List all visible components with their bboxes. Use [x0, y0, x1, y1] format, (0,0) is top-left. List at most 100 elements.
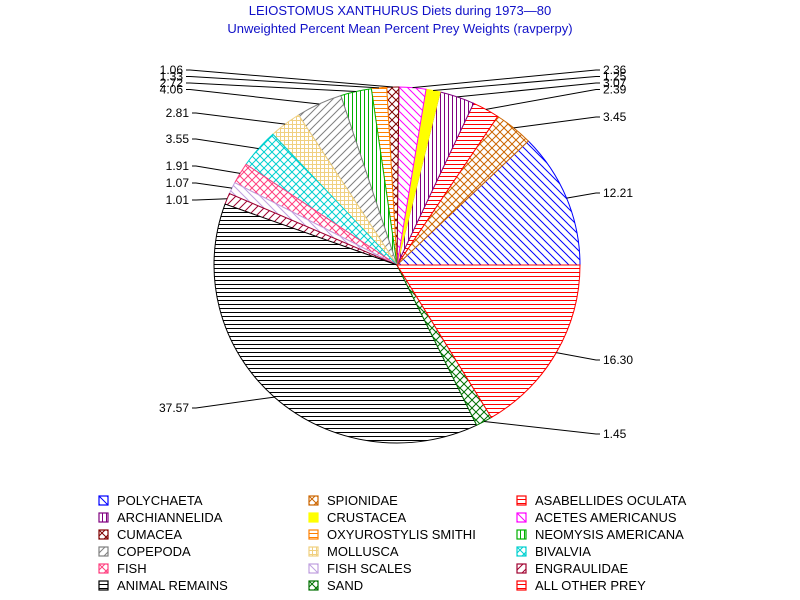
legend-item-asabellides-oculata: ASABELLIDES OCULATA: [516, 492, 686, 509]
slice-label-mollusca: 2.81: [166, 106, 190, 120]
label-leader-bivalvia: [192, 138, 259, 150]
label-leader-spionidae: [513, 116, 600, 129]
legend-swatch-mollusca: [308, 546, 319, 557]
slice-label-cumacea: 1.06: [160, 63, 184, 77]
pie-slices: [213, 86, 581, 444]
legend-item-acetes-americanus: ACETES AMERICANUS: [516, 509, 677, 526]
legend-item-fish-scales: FISH SCALES: [308, 560, 412, 577]
label-leader-engraulidae: [192, 198, 228, 201]
legend-label: NEOMYSIS AMERICANA: [535, 527, 684, 542]
slice-label-sand: 1.45: [603, 427, 627, 441]
legend-swatch-fish-scales: [308, 563, 319, 574]
slice-label-spionidae: 3.45: [603, 110, 627, 124]
legend-label: CUMACEA: [117, 527, 183, 542]
label-leader-fish-scales: [192, 182, 233, 189]
legend-swatch-bivalvia: [516, 546, 527, 557]
legend-label: ANIMAL REMAINS: [117, 578, 228, 593]
slice-label-bivalvia: 3.55: [166, 132, 190, 146]
legend-item-oxyurostylis-smithi: OXYUROSTYLIS SMITHI: [308, 526, 476, 543]
slice-label-acetes-americanus: 2.36: [603, 63, 627, 77]
legend-item-neomysis-americana: NEOMYSIS AMERICANA: [516, 526, 684, 543]
legend-item-animal-remains: ANIMAL REMAINS: [98, 577, 228, 594]
label-leader-animal-remains: [192, 396, 275, 409]
label-leader-oxyurostylis-smithi: [186, 76, 380, 89]
legend-item-copepoda: COPEPODA: [98, 543, 191, 560]
pie-slice-polychaeta: [395, 140, 581, 266]
legend-swatch-engraulidae: [516, 563, 527, 574]
label-leaders: [186, 69, 600, 435]
legend-swatch-all-other-prey: [516, 580, 527, 591]
label-leader-all-other-prey: [556, 352, 600, 361]
legend-label: FISH SCALES: [327, 561, 412, 576]
legend-swatch-archiannelida: [98, 512, 109, 523]
legend-label: COPEPODA: [117, 544, 191, 559]
label-leader-polychaeta: [566, 192, 600, 199]
slice-label-polychaeta: 12.21: [603, 186, 633, 200]
legend-label: POLYCHAETA: [117, 493, 203, 508]
slice-label-copepoda: 4.06: [160, 83, 184, 97]
legend-item-crustacea: CRUSTACEA: [308, 509, 406, 526]
slice-label-animal-remains: 37.57: [159, 401, 189, 415]
legend-swatch-cumacea: [98, 529, 109, 540]
slice-label-fish-scales: 1.07: [166, 176, 190, 190]
chart-title: LEIOSTOMUS XANTHURUS Diets during 1973—8…: [248, 3, 552, 18]
legend-swatch-polychaeta: [98, 495, 109, 506]
legend-label: CRUSTACEA: [327, 510, 407, 525]
legend-item-mollusca: MOLLUSCA: [308, 543, 399, 560]
label-leader-copepoda: [186, 89, 320, 105]
legend-label: ARCHIANNELIDA: [117, 510, 223, 525]
label-leader-neomysis-americana: [186, 82, 356, 92]
legend-label: BIVALVIA: [535, 544, 591, 559]
legend-item-cumacea: CUMACEA: [98, 526, 182, 543]
legend-swatch-fish: [98, 563, 109, 574]
label-leader-sand: [484, 421, 600, 435]
legend-label: ACETES AMERICANUS: [535, 510, 677, 525]
slice-labels: 2.361.253.072.39 1.061.332.724.06 3.45 12.2…: [159, 63, 633, 441]
legend-swatch-oxyurostylis-smithi: [308, 529, 319, 540]
legend-swatch-sand: [308, 580, 319, 591]
legend-label: FISH: [117, 561, 147, 576]
label-leader-crustacea: [433, 76, 600, 91]
legend-swatch-animal-remains: [98, 580, 109, 591]
label-leader-mollusca: [192, 112, 286, 125]
legend-label: OXYUROSTYLIS SMITHI: [327, 527, 476, 542]
legend-item-sand: SAND: [308, 577, 363, 594]
slice-label-archiannelida: 3.07: [603, 76, 627, 90]
legend-item-bivalvia: BIVALVIA: [516, 543, 591, 560]
legend-item-all-other-prey: ALL OTHER PREY: [516, 577, 646, 594]
slice-label-fish: 1.91: [166, 159, 190, 173]
pie-slice-all-other-prey: [396, 264, 581, 419]
legend-item-polychaeta: POLYCHAETA: [98, 492, 202, 509]
label-leader-asabellides-oculata: [485, 89, 600, 110]
slice-label-neomysis-americana: 2.72: [160, 76, 184, 90]
slice-label-asabellides-oculata: 2.39: [603, 83, 627, 97]
legend-item-spionidae: SPIONIDAE: [308, 492, 398, 509]
slice-label-all-other-prey: 16.30: [603, 353, 633, 367]
legend-label: ENGRAULIDAE: [535, 561, 629, 576]
slice-label-oxyurostylis-smithi: 1.33: [160, 70, 184, 84]
chart-titles: LEIOSTOMUS XANTHURUS Diets during 1973—8…: [0, 2, 800, 38]
legend-swatch-spionidae: [308, 495, 319, 506]
label-leader-cumacea: [186, 69, 393, 88]
legend-swatch-acetes-americanus: [516, 512, 527, 523]
legend-item-archiannelida: ARCHIANNELIDA: [98, 509, 222, 526]
legend-label: SPIONIDAE: [327, 493, 398, 508]
legend-label: MOLLUSCA: [327, 544, 399, 559]
pie-chart: 2.361.253.072.39 1.061.332.724.06 3.45 12.2…: [159, 63, 633, 444]
label-leader-archiannelida: [457, 82, 600, 98]
slice-label-engraulidae: 1.01: [166, 193, 190, 207]
legend-swatch-crustacea: [308, 512, 319, 523]
legend-label: ALL OTHER PREY: [535, 578, 646, 593]
label-leader-acetes-americanus: [412, 69, 600, 89]
chart-subtitle: Unweighted Percent Mean Percent Prey Wei…: [227, 21, 573, 36]
legend-item-fish: FISH: [98, 560, 147, 577]
legend-swatch-asabellides-oculata: [516, 495, 527, 506]
legend-label: ASABELLIDES OCULATA: [535, 493, 687, 508]
pie-slice-animal-remains: [213, 203, 478, 444]
label-leader-fish: [192, 165, 241, 174]
legend-label: SAND: [327, 578, 364, 593]
legend-swatch-copepoda: [98, 546, 109, 557]
slice-label-crustacea: 1.25: [603, 70, 627, 84]
legend-swatch-neomysis-americana: [516, 529, 527, 540]
legend-item-engraulidae: ENGRAULIDAE: [516, 560, 628, 577]
